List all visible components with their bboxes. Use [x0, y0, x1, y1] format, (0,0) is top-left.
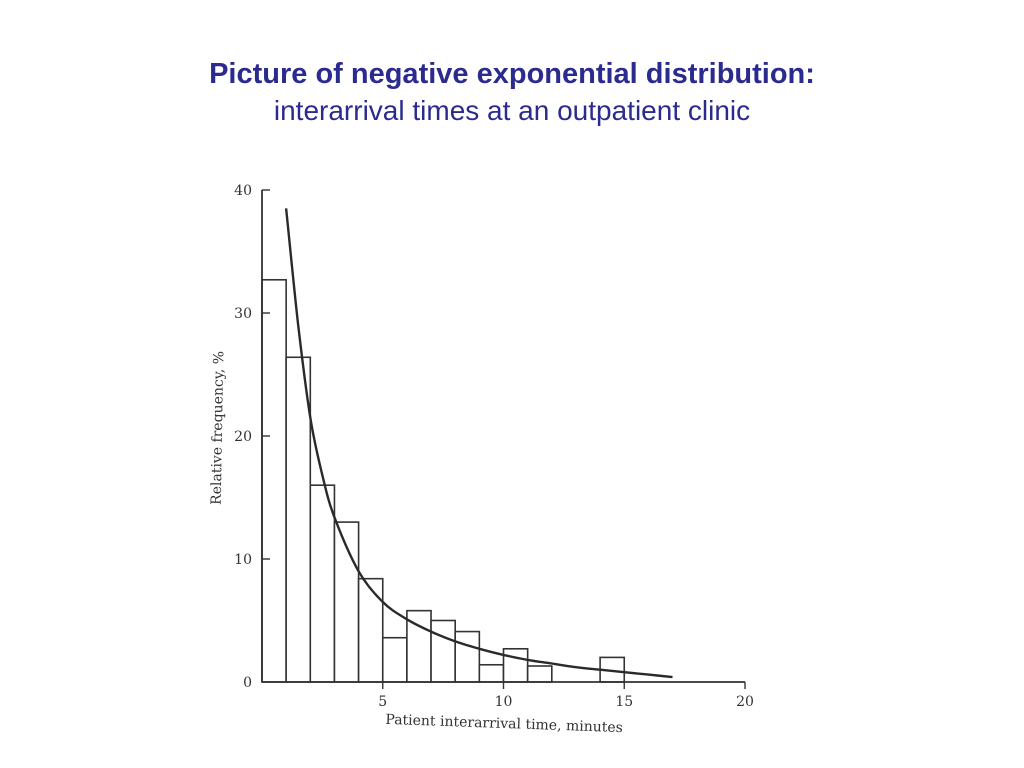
y-tick-label-1: 10: [234, 552, 252, 568]
histogram-bar-5: [381, 636, 408, 683]
bars-layer: [261, 278, 626, 683]
title-main: Picture of negative exponential distribu…: [209, 58, 815, 90]
x-tick-label-1: 10: [495, 694, 513, 710]
x-axis-label: Patient interarrival time, minutes: [385, 712, 623, 736]
x-tick-label-2: 15: [615, 694, 633, 710]
histogram-bar-9: [478, 663, 505, 683]
ticks-layer: 0 10 20 30 40 5 10 15 20: [234, 183, 754, 710]
x-tick-label-3: 20: [736, 694, 754, 710]
histogram-bar-10: [502, 647, 529, 683]
y-tick-label-2: 20: [234, 429, 252, 445]
histogram-bar-7: [430, 619, 456, 683]
histogram-bar-8: [454, 630, 481, 683]
histogram-bar-11: [526, 665, 553, 683]
histogram-bar-1: [285, 356, 312, 683]
title-subtitle: interarrival times at an outpatient clin…: [273, 95, 751, 126]
y-axis-label: Relative frequency, %: [209, 351, 228, 505]
histogram-bar-4: [357, 577, 384, 683]
histogram-bar-0: [261, 278, 287, 683]
fitted-exponential-curve: [284, 208, 673, 679]
y-tick-label-3: 30: [234, 306, 252, 322]
y-tick-label-0: 0: [243, 675, 252, 691]
y-tick-label-4: 40: [234, 183, 252, 199]
slide-title: Picture of negative exponential distribu…: [0, 56, 1024, 130]
x-tick-label-0: 5: [378, 694, 387, 710]
histogram-bar-2: [309, 484, 336, 683]
